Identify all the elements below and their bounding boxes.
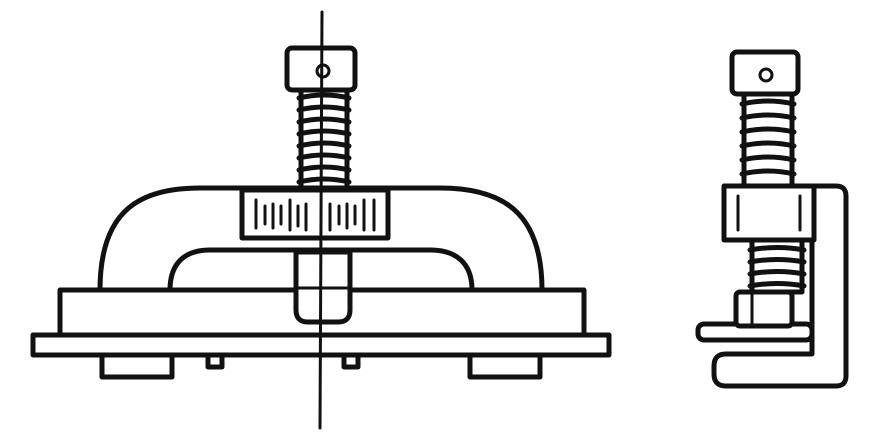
- front-screw-threads: [296, 92, 352, 185]
- right-foot: [467, 352, 543, 380]
- front-view: [30, 10, 612, 430]
- left-foot: [99, 352, 175, 380]
- front-centre-line: [318, 10, 324, 430]
- side-anvil-block: [733, 289, 795, 329]
- side-lower-threads: [747, 245, 807, 289]
- right-small-stud: [341, 352, 361, 370]
- front-screw-column: [298, 85, 350, 191]
- left-small-stud: [205, 352, 225, 370]
- side-knob-hole: [758, 67, 774, 83]
- side-screw-threads: [739, 98, 797, 177]
- front-dial-ticks: [254, 198, 376, 232]
- front-feet: [99, 352, 543, 380]
- side-view: [695, 49, 849, 389]
